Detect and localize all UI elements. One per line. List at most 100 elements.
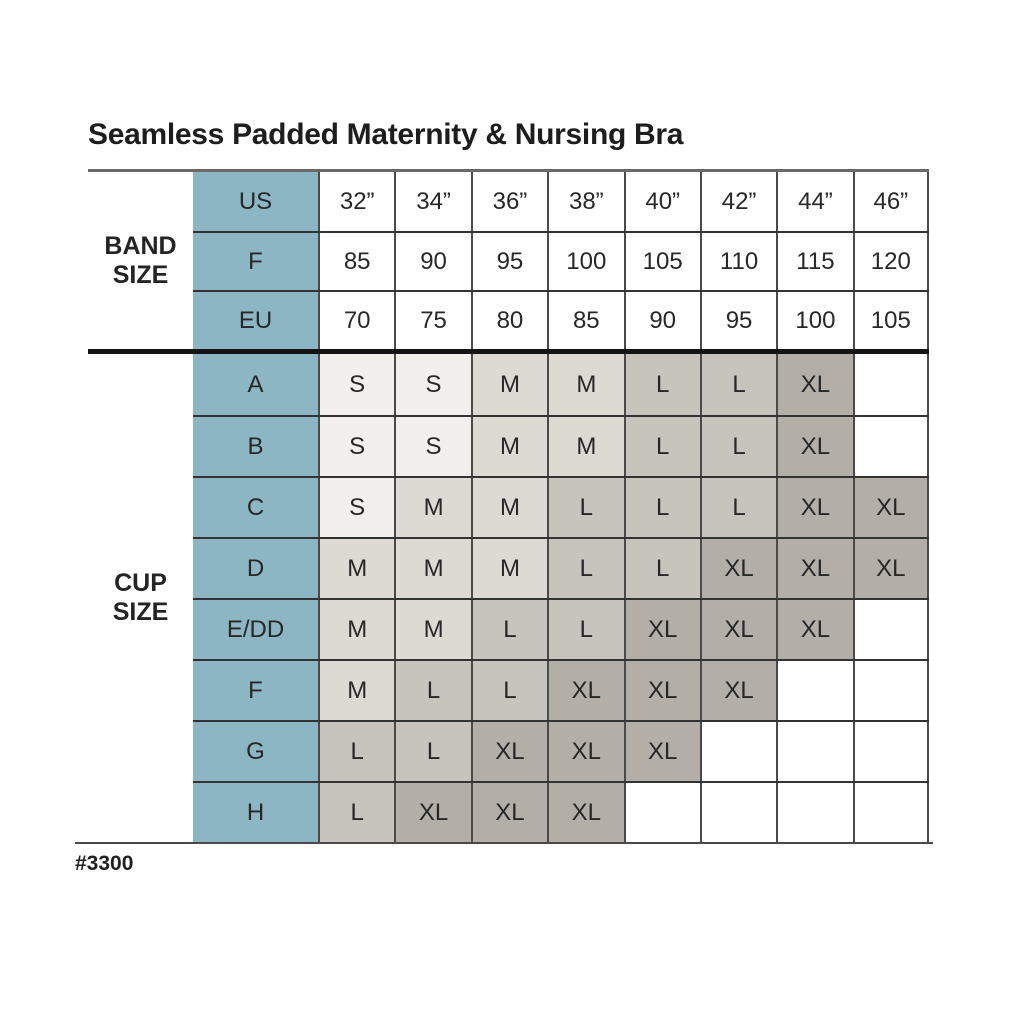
band-value-cell: 120 — [852, 233, 929, 290]
item-number: #3300 — [75, 852, 134, 875]
cup-size-cell: L — [547, 539, 624, 598]
cup-size-cell: M — [318, 539, 395, 598]
band-value-cell: 85 — [547, 292, 624, 349]
cup-row-b: B S S M M L L XL — [193, 415, 929, 476]
band-value-cell: 44” — [776, 172, 853, 231]
cup-size-cell: XL — [623, 600, 700, 659]
row-header-cell: A — [193, 354, 318, 415]
band-value-cell: 42” — [699, 172, 777, 231]
cup-size-cell: L — [699, 354, 777, 415]
cup-size-cell: S — [318, 478, 395, 537]
cup-size-cell: XL — [623, 722, 700, 781]
cup-size-cell — [699, 722, 777, 781]
band-value-cell: 80 — [470, 292, 548, 349]
band-value-cell: 85 — [318, 233, 395, 290]
cup-size-cell — [852, 600, 929, 659]
cup-size-cell: L — [623, 354, 700, 415]
cup-size-cell: XL — [547, 661, 624, 720]
cup-size-cell: S — [394, 354, 471, 415]
cup-size-cell: M — [547, 354, 624, 415]
row-header-cell: US — [193, 172, 318, 231]
cup-size-cell — [776, 722, 853, 781]
cup-row-c: C S M M L L L XL XL — [193, 476, 929, 537]
cup-size-cell: L — [623, 478, 700, 537]
band-value-cell: 32” — [318, 172, 395, 231]
cup-size-cell: S — [318, 417, 395, 476]
cup-size-cell — [699, 783, 777, 842]
cup-size-cell: L — [394, 722, 471, 781]
band-value-cell: 100 — [547, 233, 624, 290]
band-value-cell: 110 — [699, 233, 777, 290]
cup-row-f: F M L L XL XL XL — [193, 659, 929, 720]
section-divider-line — [88, 349, 929, 354]
band-value-cell: 95 — [699, 292, 777, 349]
cup-size-cell: M — [470, 354, 548, 415]
band-value-cell: 36” — [470, 172, 548, 231]
cup-size-cell: M — [470, 417, 548, 476]
band-value-cell: 34” — [394, 172, 471, 231]
cup-size-cell: L — [623, 539, 700, 598]
row-header-cell: F — [193, 233, 318, 290]
cup-size-cell: M — [394, 600, 471, 659]
cup-size-cell: M — [547, 417, 624, 476]
cup-size-cell: L — [318, 783, 395, 842]
cup-size-cell: M — [318, 661, 395, 720]
cup-size-cell: XL — [776, 539, 853, 598]
cup-size-cell: XL — [776, 354, 853, 415]
cup-size-label: CUP SIZE — [112, 569, 169, 626]
band-value-cell: 40” — [623, 172, 700, 231]
cup-size-cell: XL — [776, 478, 853, 537]
cup-size-cell: M — [394, 478, 471, 537]
band-value-cell: 46” — [852, 172, 929, 231]
cup-size-cell — [852, 722, 929, 781]
cup-size-cell — [852, 661, 929, 720]
band-row-eu: EU 70 75 80 85 90 95 100 105 — [193, 290, 929, 349]
cup-size-cell: XL — [699, 539, 777, 598]
cup-size-cell — [852, 417, 929, 476]
band-value-cell: 90 — [623, 292, 700, 349]
cup-size-cell — [852, 783, 929, 842]
band-value-cell: 115 — [776, 233, 853, 290]
cup-size-cell: L — [470, 661, 548, 720]
cup-row-h: H L XL XL XL — [193, 781, 929, 842]
row-header-cell: F — [193, 661, 318, 720]
cup-size-cell: M — [470, 478, 548, 537]
cup-size-cell: XL — [470, 722, 548, 781]
cup-size-section: CUP SIZE A S S M M L L XL B S S M M L L XL C S M M L L L XL XL D M… — [88, 354, 929, 842]
cup-size-cell: M — [470, 539, 548, 598]
cup-row-g: G L L XL XL XL — [193, 720, 929, 781]
band-value-cell: 75 — [394, 292, 471, 349]
cup-size-cell: M — [394, 539, 471, 598]
row-header-cell: H — [193, 783, 318, 842]
row-header-cell: EU — [193, 292, 318, 349]
cup-size-cell: S — [318, 354, 395, 415]
cup-size-cell: M — [318, 600, 395, 659]
cup-size-cell: XL — [470, 783, 548, 842]
cup-size-cell: XL — [776, 600, 853, 659]
cup-size-cell: L — [623, 417, 700, 476]
page-title: Seamless Padded Maternity & Nursing Bra — [88, 118, 684, 151]
cup-size-cell: XL — [547, 783, 624, 842]
row-header-cell: G — [193, 722, 318, 781]
cup-size-cell: XL — [699, 661, 777, 720]
band-size-rows: US 32” 34” 36” 38” 40” 42” 44” 46” F 85 90 95 100 105 1… — [193, 172, 929, 349]
row-header-cell: B — [193, 417, 318, 476]
cup-size-cell — [776, 661, 853, 720]
cup-size-cell: L — [394, 661, 471, 720]
row-header-cell: E/DD — [193, 600, 318, 659]
band-value-cell: 38” — [547, 172, 624, 231]
table-bottom-line — [75, 842, 933, 844]
cup-size-cell — [776, 783, 853, 842]
band-row-f: F 85 90 95 100 105 110 115 120 — [193, 231, 929, 290]
band-size-section: BAND SIZE US 32” 34” 36” 38” 40” 42” 44” 46” F 85 9… — [88, 169, 929, 349]
cup-size-cell: XL — [776, 417, 853, 476]
band-value-cell: 70 — [318, 292, 395, 349]
band-row-us: US 32” 34” 36” 38” 40” 42” 44” 46” — [193, 172, 929, 231]
band-value-cell: 90 — [394, 233, 471, 290]
band-value-cell: 105 — [852, 292, 929, 349]
cup-size-cell: XL — [699, 600, 777, 659]
row-header-cell: D — [193, 539, 318, 598]
row-header-cell: C — [193, 478, 318, 537]
cup-size-cell: XL — [547, 722, 624, 781]
